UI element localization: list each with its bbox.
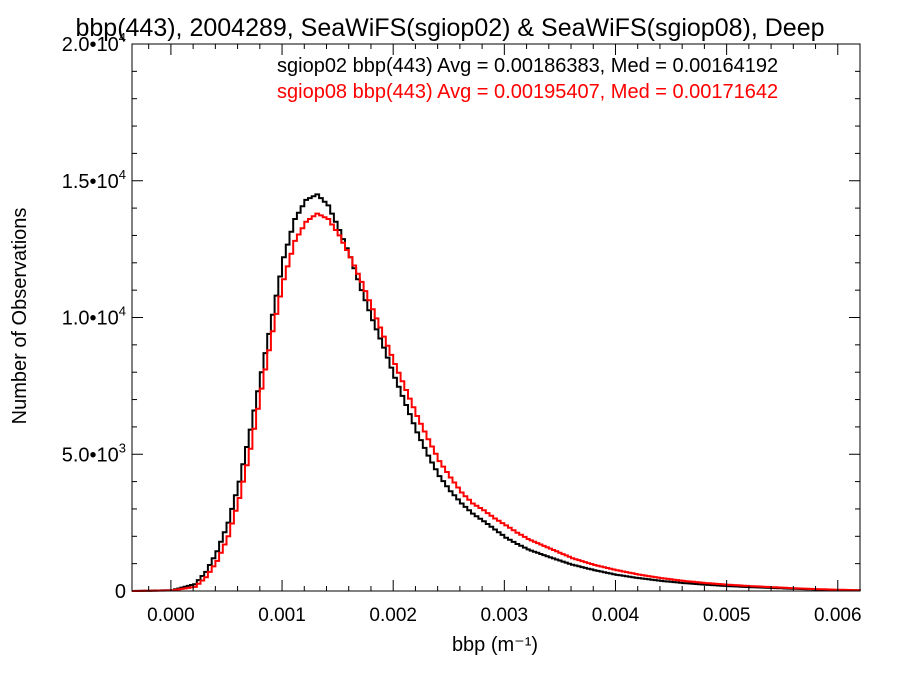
series-line-1: [132, 193, 861, 592]
y-axis-label: Number of Observations: [9, 208, 31, 425]
x-tick-label: 0.006: [814, 605, 862, 626]
y-tick-label: 2.0•104: [62, 30, 126, 56]
x-tick-label: 0.003: [481, 605, 529, 626]
x-tick-label: 0.005: [703, 605, 751, 626]
series-line-2: [132, 212, 861, 592]
y-tick-label: 1.0•104: [62, 304, 126, 330]
x-tick-label: 0.004: [592, 605, 640, 626]
legend-entry-series-2: sgiop08 bbp(443) Avg = 0.00195407, Med =…: [277, 81, 778, 103]
y-tick-label: 5.0•103: [62, 440, 126, 466]
x-tick-label: 0.001: [258, 605, 306, 626]
legend: sgiop02 bbp(443) Avg = 0.00186383, Med =…: [277, 55, 778, 103]
y-tick-label: 1.5•104: [62, 167, 126, 193]
x-axis-label: bbp (m⁻¹): [452, 634, 538, 656]
axes: 0.000 0.001 0.002 0.003 0.004 0.005 0.006 0 5.0•…: [62, 30, 862, 626]
plot-area: [132, 193, 861, 592]
x-tick-label: 0.000: [147, 605, 195, 626]
y-tick-label: 0: [115, 581, 126, 603]
x-tick-label: 0.002: [369, 605, 417, 626]
legend-entry-series-1: sgiop02 bbp(443) Avg = 0.00186383, Med =…: [277, 55, 778, 77]
chart-title: bbp(443), 2004289, SeaWiFS(sgiop02) & Se…: [75, 14, 824, 42]
plot-frame: [131, 43, 861, 592]
